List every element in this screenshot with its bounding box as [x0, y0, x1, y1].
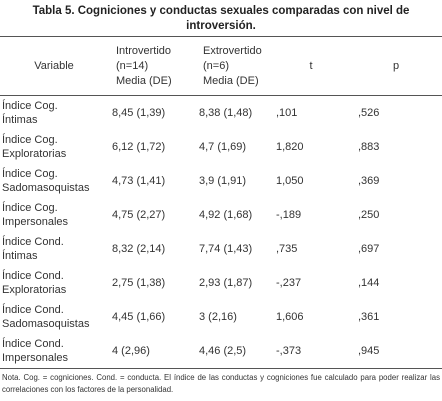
- data-table: Variable Introvertido (n=14) Media (DE) Extr…: [0, 36, 442, 369]
- value-cell: -,189: [276, 209, 302, 221]
- table-row: Índice Cond. Íntimas 8,32 (2,14) 7,74 (1,43…: [0, 232, 442, 266]
- header-text: Variable: [34, 59, 74, 72]
- table-row: Índice Cond. Impersonales 4 (2,96) 4,46 (2,…: [0, 334, 442, 369]
- value-cell: 4,75 (2,27): [112, 209, 166, 221]
- value-cell: 4,73 (1,41): [112, 175, 166, 187]
- value-cell: ,697: [358, 243, 380, 255]
- value-cell: -,237: [276, 277, 302, 289]
- value-cell: ,144: [358, 277, 380, 289]
- value-cell: 2,75 (1,38): [112, 277, 166, 289]
- table-row: Índice Cog. Sadomasoquistas 4,73 (1,41) 3,9…: [0, 164, 442, 198]
- variable-cell: Índice Cog. Sadomasoquistas: [0, 164, 108, 198]
- header-cell: Introvertido (n=14) Media (DE): [108, 36, 195, 96]
- header-text: Media (DE): [203, 74, 259, 87]
- variable-text: Índice Cond.: [2, 270, 64, 282]
- table-row: Índice Cog. Exploratorias 6,12 (1,72) 4,7 (…: [0, 130, 442, 164]
- table-body: Índice Cog. Íntimas 8,45 (1,39) 8,38 (1,48)…: [0, 96, 442, 369]
- value-cell: 3 (2,16): [199, 311, 237, 323]
- variable-cell: Índice Cog. Íntimas: [0, 96, 108, 131]
- value-cell: ,250: [358, 209, 380, 221]
- value-cell: 8,45 (1,39): [112, 107, 166, 119]
- header-text: Media (DE): [116, 74, 172, 87]
- variable-cell: Índice Cog. Exploratorias: [0, 130, 108, 164]
- variable-text: Índice Cond.: [2, 236, 64, 248]
- variable-cell: Índice Cond. Exploratorias: [0, 266, 108, 300]
- variable-cell: Índice Cond. Impersonales: [0, 334, 108, 369]
- variable-text: Índice Cog.: [2, 100, 58, 112]
- value-cell: ,735: [276, 243, 298, 255]
- value-cell: 4 (2,96): [112, 345, 150, 357]
- table-row: Índice Cog. Íntimas 8,45 (1,39) 8,38 (1,48)…: [0, 96, 442, 131]
- table-title: Tabla 5. Cogniciones y conductas sexuale…: [32, 5, 410, 32]
- header-cell: t: [272, 36, 350, 96]
- header-text: t: [309, 59, 313, 72]
- table-note: Nota. Cog. = cogniciones. Cond. = conduc…: [2, 373, 440, 394]
- header-text: p: [392, 59, 400, 72]
- variable-text: Exploratorias: [2, 148, 67, 160]
- variable-text: Índice Cond.: [2, 338, 64, 350]
- variable-text: Índice Cond.: [2, 304, 64, 316]
- variable-text: Índice Cog.: [2, 202, 58, 214]
- variable-text: Exploratorias: [2, 284, 67, 296]
- header-cell: p: [350, 36, 442, 96]
- variable-text: Índice Cog.: [2, 168, 58, 180]
- variable-cell: Índice Cond. Sadomasoquistas: [0, 300, 108, 334]
- value-cell: ,883: [358, 141, 380, 153]
- value-cell: 1,606: [276, 311, 304, 323]
- value-cell: 4,7 (1,69): [199, 141, 247, 153]
- header-cell: Variable: [0, 36, 108, 96]
- header-text: Introvertido: [116, 44, 172, 57]
- value-cell: ,361: [358, 311, 380, 323]
- value-cell: ,945: [358, 345, 380, 357]
- value-cell: 2,93 (1,87): [199, 277, 253, 289]
- value-cell: 4,46 (2,5): [199, 345, 247, 357]
- variable-text: Impersonales: [2, 216, 69, 228]
- table-row: Índice Cond. Sadomasoquistas 4,45 (1,66) 3 …: [0, 300, 442, 334]
- variable-text: Íntimas: [2, 114, 38, 126]
- table-row: Índice Cond. Exploratorias 2,75 (1,38) 2,93…: [0, 266, 442, 300]
- header-row: Variable Introvertido (n=14) Media (DE) Extr…: [0, 36, 442, 96]
- value-cell: 8,32 (2,14): [112, 243, 166, 255]
- variable-text: Sadomasoquistas: [2, 318, 90, 330]
- header-text: Extrovertido: [203, 44, 262, 57]
- value-cell: 1,820: [276, 141, 304, 153]
- variable-text: Íntimas: [2, 250, 38, 262]
- value-cell: 7,74 (1,43): [199, 243, 253, 255]
- header-text: (n=6): [203, 59, 229, 72]
- value-cell: ,526: [358, 107, 380, 119]
- header-text: (n=14): [116, 59, 149, 72]
- table-row: Índice Cog. Impersonales 4,75 (2,27) 4,92 (…: [0, 198, 442, 232]
- value-cell: 4,45 (1,66): [112, 311, 166, 323]
- variable-text: Índice Cog.: [2, 134, 58, 146]
- value-cell: -,373: [276, 345, 302, 357]
- value-cell: ,101: [276, 107, 298, 119]
- variable-text: Impersonales: [2, 352, 69, 364]
- value-cell: 6,12 (1,72): [112, 141, 166, 153]
- value-cell: 1,050: [276, 175, 304, 187]
- value-cell: 4,92 (1,68): [199, 209, 253, 221]
- header-cell: Extrovertido (n=6) Media (DE): [195, 36, 272, 96]
- variable-cell: Índice Cog. Impersonales: [0, 198, 108, 232]
- value-cell: 3,9 (1,91): [199, 175, 247, 187]
- value-cell: 8,38 (1,48): [199, 107, 253, 119]
- value-cell: ,369: [358, 175, 380, 187]
- variable-cell: Índice Cond. Íntimas: [0, 232, 108, 266]
- variable-text: Sadomasoquistas: [2, 182, 90, 194]
